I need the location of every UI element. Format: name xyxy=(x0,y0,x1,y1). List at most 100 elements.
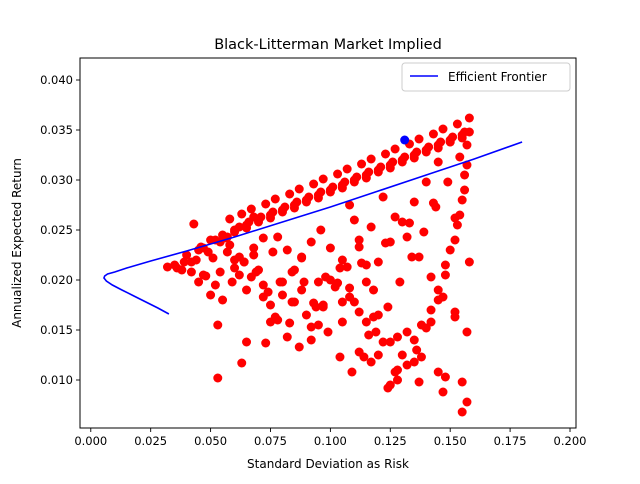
portfolio-point xyxy=(388,157,398,167)
portfolio-point xyxy=(316,187,326,197)
portfolio-point xyxy=(464,113,474,123)
portfolio-point xyxy=(392,375,402,385)
portfolio-point xyxy=(246,272,256,282)
portfolio-point xyxy=(460,185,470,195)
plot-frame xyxy=(79,57,577,429)
portfolio-point xyxy=(191,255,201,265)
portfolio-point xyxy=(275,277,285,287)
portfolio-point xyxy=(424,142,434,152)
portfolio-point xyxy=(345,283,355,293)
frontier-layer xyxy=(103,141,523,315)
portfolio-point xyxy=(225,240,235,250)
portfolio-point xyxy=(342,262,352,272)
portfolio-point xyxy=(464,257,474,267)
portfolio-point xyxy=(445,245,455,255)
portfolio-point xyxy=(407,252,417,262)
portfolio-point xyxy=(404,218,414,228)
portfolio-point xyxy=(440,270,450,280)
portfolio-point xyxy=(201,271,211,281)
portfolio-point xyxy=(318,302,328,312)
portfolio-point xyxy=(455,152,465,162)
portfolio-point xyxy=(268,207,278,217)
portfolio-point xyxy=(361,277,371,287)
x-axis-ticks: 0.000 0.025 0.050 0.075 0.100 0.125 0.150 0.175… xyxy=(74,428,586,448)
y-tick-label: 0.035 xyxy=(40,123,73,137)
x-tick-label: 0.050 xyxy=(194,434,227,448)
tangency-layer xyxy=(400,135,410,145)
portfolio-point xyxy=(265,317,275,327)
portfolio-point xyxy=(287,267,297,277)
portfolio-point xyxy=(285,318,295,328)
portfolio-point xyxy=(225,214,235,224)
portfolio-point xyxy=(357,159,367,169)
portfolio-point xyxy=(392,332,402,342)
tangency-point xyxy=(400,135,410,145)
portfolio-point xyxy=(433,285,443,295)
portfolio-point xyxy=(383,302,393,312)
portfolio-point xyxy=(352,172,362,182)
portfolio-point xyxy=(297,252,307,262)
portfolio-point xyxy=(301,310,311,320)
portfolio-point xyxy=(460,127,470,137)
portfolio-point xyxy=(402,360,412,370)
portfolio-point xyxy=(450,235,460,245)
portfolio-point xyxy=(419,227,429,237)
x-tick-label: 0.025 xyxy=(134,434,167,448)
portfolio-point xyxy=(237,358,247,368)
chart-title: Black-Litterman Market Implied xyxy=(214,37,442,53)
portfolio-point xyxy=(440,372,450,382)
portfolio-point xyxy=(433,157,443,167)
portfolio-point xyxy=(438,124,448,134)
portfolio-point xyxy=(450,307,460,317)
portfolio-point xyxy=(378,337,388,347)
portfolio-point xyxy=(227,277,237,287)
portfolio-point xyxy=(292,197,302,207)
portfolio-point xyxy=(186,267,196,277)
portfolio-point xyxy=(203,247,213,257)
portfolio-point xyxy=(421,177,431,187)
x-tick-label: 0.150 xyxy=(434,434,467,448)
portfolio-point xyxy=(261,338,271,348)
portfolio-point xyxy=(258,233,268,243)
y-tick-label: 0.025 xyxy=(40,223,73,237)
portfolio-point xyxy=(342,164,352,174)
portfolio-point xyxy=(265,300,275,310)
portfolio-point xyxy=(335,263,345,273)
portfolio-point xyxy=(249,243,259,253)
portfolio-point xyxy=(258,292,268,302)
portfolio-point xyxy=(337,297,347,307)
efficient-frontier-line xyxy=(103,141,523,315)
portfolio-point xyxy=(325,243,335,253)
portfolio-point xyxy=(230,263,240,273)
portfolio-point xyxy=(438,387,448,397)
portfolio-point xyxy=(162,262,172,272)
portfolio-point xyxy=(323,327,333,337)
portfolio-point xyxy=(313,320,323,330)
portfolio-point xyxy=(416,352,426,362)
portfolio-point xyxy=(354,235,364,245)
portfolio-point xyxy=(249,212,259,222)
portfolio-point xyxy=(397,350,407,360)
y-tick-label: 0.015 xyxy=(40,323,73,337)
portfolio-point xyxy=(234,252,244,262)
legend-entry-frontier: Efficient Frontier xyxy=(448,70,547,84)
portfolio-point xyxy=(436,137,446,147)
portfolio-point xyxy=(294,184,304,194)
portfolio-point xyxy=(381,238,391,248)
x-tick-label: 0.100 xyxy=(314,434,347,448)
portfolio-point xyxy=(414,134,424,144)
portfolio-point xyxy=(369,312,379,322)
y-tick-label: 0.040 xyxy=(40,73,73,87)
portfolio-point xyxy=(340,177,350,187)
portfolio-point xyxy=(294,342,304,352)
portfolio-point xyxy=(306,335,316,345)
portfolio-point xyxy=(222,247,232,257)
x-tick-label: 0.175 xyxy=(494,434,527,448)
portfolio-point xyxy=(249,250,259,260)
portfolio-point xyxy=(215,267,225,277)
x-tick-label: 0.200 xyxy=(554,434,587,448)
portfolio-point xyxy=(433,367,443,377)
portfolio-point xyxy=(333,169,343,179)
portfolio-point xyxy=(357,258,367,268)
portfolio-point xyxy=(373,350,383,360)
